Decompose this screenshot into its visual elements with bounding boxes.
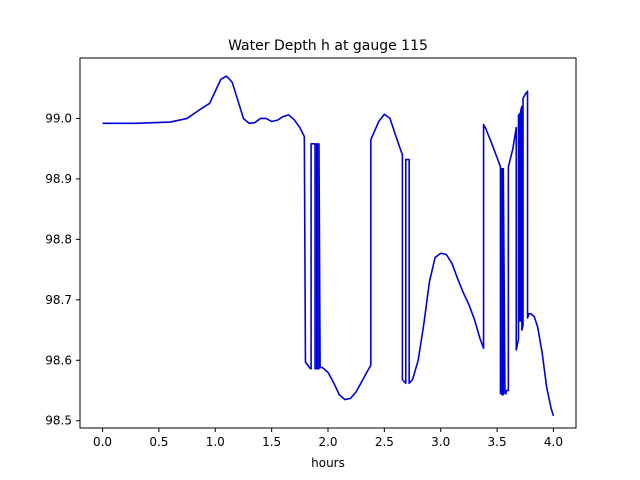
y-tick-label: 98.8 <box>45 232 72 246</box>
x-axis-ticks: 0.0 0.5 1.0 1.5 2.0 2.5 3.0 3.5 4.0 <box>93 428 563 449</box>
y-tick-label: 98.7 <box>45 293 72 307</box>
series-line-0 <box>102 75 555 417</box>
x-tick-label: 0.0 <box>93 435 112 449</box>
x-tick-label: 3.0 <box>431 435 450 449</box>
y-tick-label: 98.9 <box>45 172 72 186</box>
x-tick-label: 0.5 <box>149 435 168 449</box>
series-layer <box>102 75 555 417</box>
x-tick-label: 3.5 <box>488 435 507 449</box>
x-tick-label: 4.0 <box>544 435 563 449</box>
x-tick-label: 2.0 <box>318 435 337 449</box>
y-tick-label: 98.6 <box>45 353 72 367</box>
x-axis-label: hours <box>311 456 345 470</box>
y-tick-label: 99.0 <box>45 111 72 125</box>
x-tick-label: 1.5 <box>262 435 281 449</box>
y-tick-label: 98.5 <box>45 414 72 428</box>
x-tick-label: 1.0 <box>206 435 225 449</box>
chart-title: Water Depth h at gauge 115 <box>228 38 428 54</box>
y-axis-ticks: 98.5 98.6 98.7 98.8 98.9 99.0 <box>45 111 80 428</box>
x-tick-label: 2.5 <box>375 435 394 449</box>
